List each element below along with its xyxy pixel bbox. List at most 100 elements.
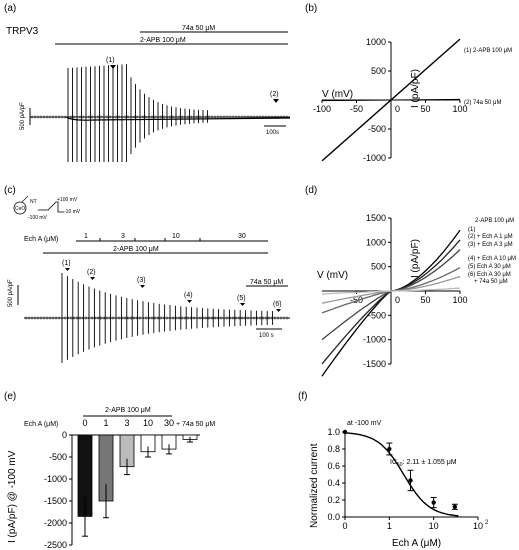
panel-f-note: at -100 mV: [347, 420, 382, 427]
marker-2-arrow: [273, 99, 279, 103]
plot-b: -100 -50 50 100 -1000 -500 500 1000 0: [313, 37, 468, 163]
panel-b-legend-2: (2) 74a 50 μM: [464, 100, 501, 106]
y-tick-label: -1000: [363, 153, 386, 163]
e-category-1: 1: [103, 418, 108, 428]
echa-e-label: Ech A (μM): [24, 421, 58, 428]
y-tick-label: -500: [368, 310, 386, 320]
x-tick-label: 50: [420, 104, 430, 114]
marker-c-6: (6): [273, 301, 282, 308]
f-point-1: [387, 446, 392, 452]
panel-b-ylabel: I (pA/pF): [410, 69, 421, 108]
plus-74a-label: + 74a 50 μM: [176, 421, 215, 428]
panel-f-label: (f): [298, 391, 307, 402]
iv-d-curve-6: [321, 287, 461, 295]
scale-a-x-label: 100s: [266, 130, 279, 136]
panel-b-legend-1: (1) 2-APB 100 μM: [464, 48, 512, 54]
panel-d-legend-5: (5) Ech A 30 μM: [468, 264, 511, 270]
panel-d-ylabel: I (pA/pF): [410, 239, 421, 278]
panel-d-legend-7: + 74a 50 μM: [474, 279, 508, 285]
panel-b-label: (b): [305, 3, 317, 14]
panel-d-xlabel: V (mV): [317, 270, 348, 281]
plot-e: 0 -500 -1000 -1500 -2000 -2500 0 1 3 10 30: [44, 418, 200, 550]
y-tick-label: -1500: [363, 359, 386, 369]
marker-2: (2): [270, 91, 279, 98]
cell-icon: [13, 201, 27, 215]
panel-a-label: (a): [4, 3, 16, 14]
scale-c-y-label: 500 pA/pF: [8, 279, 14, 307]
panel-d-legend-3: (3) + Ech A 3 μM: [468, 242, 513, 248]
e-y-tick-label: -1500: [44, 496, 67, 506]
trace-c-markers: (1) (2) (3) (4) (5) (6): [62, 260, 282, 312]
panel-d-legend-4: (4) + Ech A 10 μM: [468, 256, 516, 262]
y-tick-label: 1500: [366, 213, 386, 223]
marker-c-4-arrow: [187, 300, 192, 303]
plot-d: -50 50 100 -1500 -1000 -500 500 1000 1500 0: [321, 213, 468, 377]
panel-b: (b) I (pA/pF) V (mV) (1) 2-APB 100 μM (2…: [305, 3, 512, 163]
f-point-0: [342, 429, 348, 435]
x-tick-label: 100: [452, 295, 467, 305]
y-tick-label: -1000: [363, 335, 386, 345]
e-category-0: 0: [82, 418, 87, 428]
e-category-3: 10: [143, 418, 153, 428]
f-y-tick-label: 0.6: [327, 461, 340, 471]
panel-d-legend-0: 2-APB 100 μM: [475, 218, 514, 224]
electrode-icon: [21, 195, 29, 203]
marker-c-4: (4): [184, 292, 193, 299]
f-y-tick-label: 0.4: [327, 478, 340, 488]
panel-d-legend-6: (6) Ech A 30 μM: [468, 272, 511, 278]
f-y-tick-label: 0.2: [327, 495, 340, 505]
x-tick-label: 50: [420, 295, 430, 305]
voltage-protocol-icon: [38, 201, 64, 213]
f-x-tick-label: 10: [429, 521, 439, 531]
echa-conc-3: 3: [121, 233, 125, 240]
marker-c-5-arrow: [240, 303, 245, 306]
f-point-2: [408, 478, 413, 483]
panel-d: (d) I (pA/pF) V (mV) 2-APB 100 μM (1) (2…: [305, 185, 516, 377]
v-hold-label: -10 mV: [64, 209, 81, 215]
origin-label: 0: [395, 104, 400, 114]
panel-c-label: (c): [4, 185, 16, 196]
x-tick-label: 100: [452, 104, 467, 114]
f-point-4: [452, 504, 458, 509]
panel-e-label: (e): [4, 391, 16, 402]
v-low-label: -100 mV: [28, 215, 48, 221]
x-tick-label: -100: [313, 104, 331, 114]
echa-conc-1: 1: [84, 233, 88, 240]
e-y-tick-label: -2000: [44, 518, 67, 528]
marker-c-1-arrow: [65, 268, 70, 271]
trace-c: [24, 273, 290, 363]
e-y-tick-label: -1000: [44, 474, 67, 484]
cell-label: CeO: [15, 206, 25, 212]
panel-d-legend-2: (2) + Ech A 1 μM: [468, 234, 513, 240]
marker-c-2: (2): [87, 269, 96, 276]
origin-label: 0: [395, 295, 400, 305]
x-tick-label: -50: [350, 295, 363, 305]
trace-a: [30, 64, 291, 162]
f-x-tick-label: 10: [473, 521, 483, 531]
f-fit-curve: [344, 432, 459, 517]
x-tick-label: -50: [350, 104, 363, 114]
f-x-tick-label: 1: [387, 521, 392, 531]
panel-f-ylabel: Normalized current: [309, 443, 320, 528]
e-y-tick-label: -500: [49, 452, 67, 462]
panel-a-title: TRPV3: [6, 26, 39, 37]
bar-74a-label: 74a 50 μM: [182, 25, 215, 32]
e-y-tick-label: -2500: [44, 540, 67, 550]
bar-2apb-label: 2-APB 100 μM: [140, 37, 186, 44]
bar-2apb-c-label: 2-APB 100 μM: [113, 246, 159, 253]
f-x-tick-exp: 2: [485, 520, 489, 526]
marker-c-1: (1): [62, 260, 71, 267]
f-y-tick-label: 0.8: [327, 444, 340, 454]
panel-f-xlabel: Ech A (μM): [392, 538, 441, 549]
panel-d-label: (d): [305, 185, 317, 196]
panel-e-ylabel: I (pA/pF) @ -100 mV: [7, 450, 18, 543]
y-tick-label: 500: [371, 262, 386, 272]
panel-a: (a) TRPV3 74a 50 μM 2-APB 100 μM (1) (2)…: [4, 3, 291, 162]
panel-f: (f) at -100 mV IC50: 2.11 ± 1.055 μM Nor…: [298, 391, 489, 549]
e-category-2: 3: [124, 418, 129, 428]
f-point-3: [431, 500, 436, 505]
panel-e: (e) 2-APB 100 μM Ech A (μM) + 74a 50 μM …: [4, 391, 215, 550]
scale-c-x-label: 100 s: [259, 333, 274, 339]
y-tick-label: -500: [368, 124, 386, 134]
